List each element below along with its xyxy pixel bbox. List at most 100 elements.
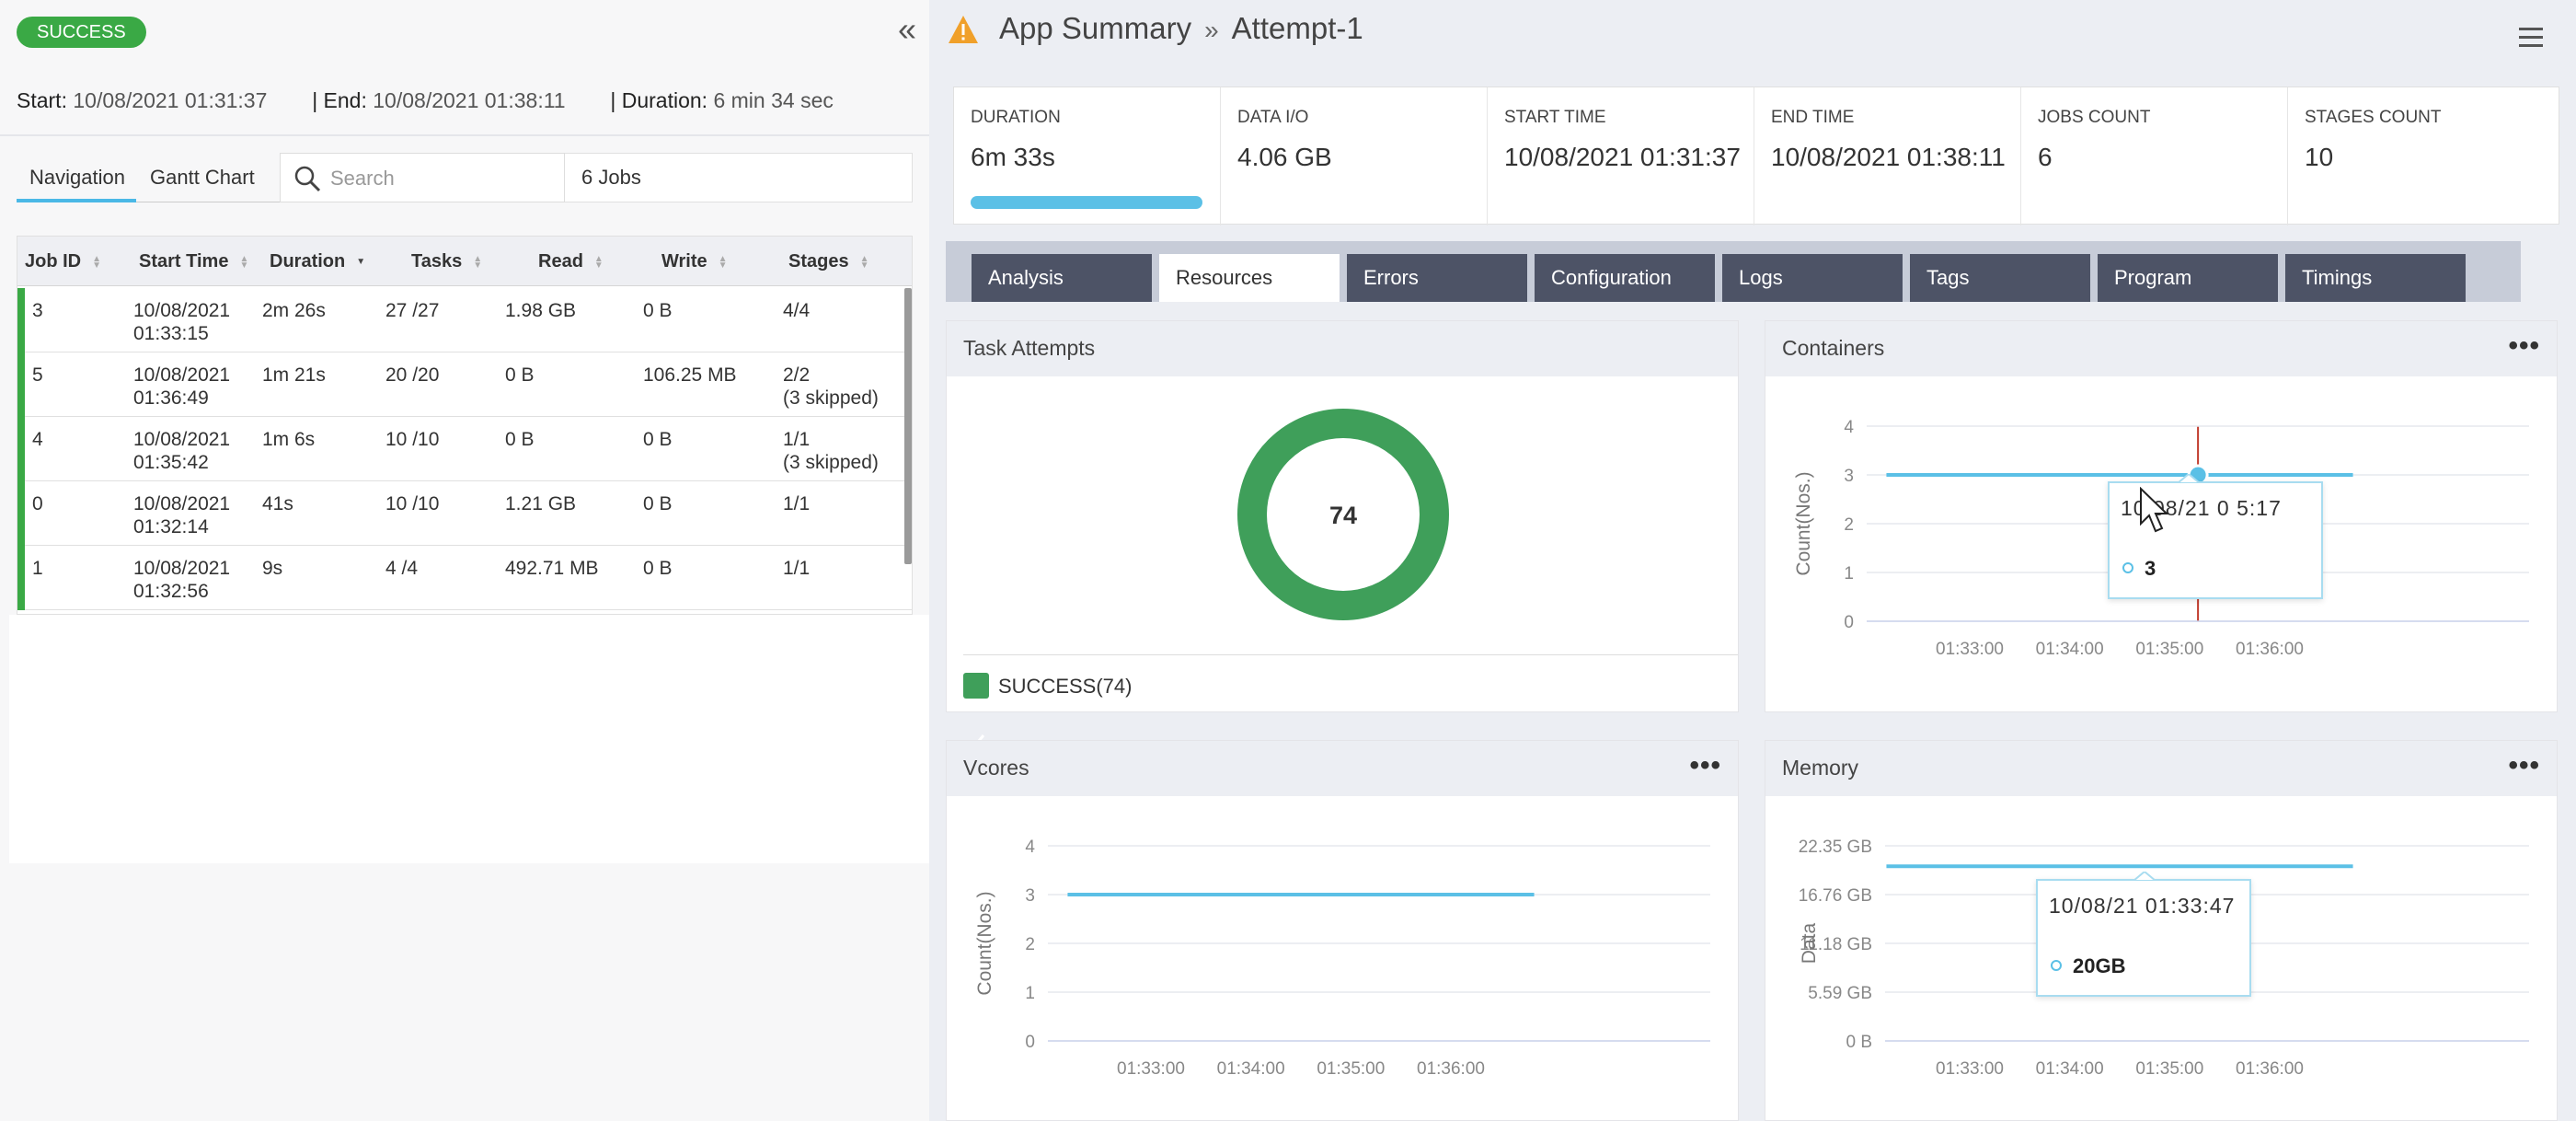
card-title: Vcores bbox=[963, 756, 1029, 780]
jobs-count: 6 Jobs bbox=[565, 153, 913, 202]
write: 0 B bbox=[643, 429, 673, 450]
job-id: 3 bbox=[32, 300, 43, 321]
sort-icon: ▲ ▼ bbox=[859, 253, 869, 271]
tab-analysis[interactable]: Analysis bbox=[972, 254, 1152, 302]
y-tick-label: 5.59 GB bbox=[1808, 984, 1872, 1003]
collapse-panel-icon[interactable]: « bbox=[898, 10, 917, 48]
card-title: Task Attempts bbox=[963, 336, 1096, 360]
col-job-id[interactable]: Job ID ▲ ▼ bbox=[25, 251, 102, 272]
status-bar bbox=[17, 352, 25, 417]
stages: 2/2 (3 skipped) bbox=[783, 364, 879, 409]
table-row[interactable]: 1 10/08/2021 01:32:56 9s 4 /4 492.71 MB 0… bbox=[17, 546, 912, 610]
stages: 1/1 bbox=[783, 493, 811, 514]
write: 0 B bbox=[643, 493, 673, 514]
y-tick-label: 11.18 GB bbox=[1800, 935, 1872, 954]
tab-timings[interactable]: Timings bbox=[2285, 254, 2466, 302]
col-duration[interactable]: Duration ▼ bbox=[270, 251, 366, 272]
vcores-chart: 0 1 2 3 4 01:33:00 01:34:00 01:35:00 01:36:00 Cou… bbox=[974, 838, 1710, 1079]
table-row[interactable]: 3 10/08/2021 01:33:15 2m 26s 27 /27 1.98 … bbox=[17, 288, 912, 352]
stages: 1/1 (3 skipped) bbox=[783, 429, 879, 473]
tab-gantt-chart[interactable]: Gantt Chart bbox=[150, 166, 255, 189]
y-tick-label: 4 bbox=[1844, 418, 1854, 437]
table-row[interactable]: 0 10/08/2021 01:32:14 41s 10 /10 1.21 GB … bbox=[17, 481, 912, 546]
tab-tags[interactable]: Tags bbox=[1910, 254, 2090, 302]
donut-center-value: 74 bbox=[1329, 502, 1357, 529]
stat-label: DURATION bbox=[971, 108, 1061, 127]
tab-configuration[interactable]: Configuration bbox=[1535, 254, 1715, 302]
donut-slice-success bbox=[1237, 409, 1449, 620]
card-header: Task Attempts bbox=[947, 321, 1738, 376]
stat-label: JOBS COUNT bbox=[2038, 108, 2151, 127]
more-options-icon[interactable]: ••• bbox=[2508, 750, 2540, 780]
tab-resources[interactable]: Resources bbox=[1159, 254, 1340, 302]
sort-icon: ▲ ▼ bbox=[239, 253, 249, 271]
end-value: 10/08/2021 01:38:11 bbox=[373, 88, 566, 112]
task-attempts-donut: 74 bbox=[1237, 409, 1449, 620]
search-icon bbox=[294, 166, 321, 192]
sort-icon: ▲ ▼ bbox=[593, 253, 604, 271]
tasks: 27 /27 bbox=[385, 300, 440, 321]
read: 1.21 GB bbox=[505, 493, 577, 514]
y-axis-label: Count(Nos.) bbox=[974, 891, 995, 995]
containers-card: Containers ••• 0 1 2 3 4 01:33:00 01:34:00 01:3… bbox=[1765, 320, 2558, 712]
legend-checkbox[interactable] bbox=[963, 673, 989, 749]
memory-card: Memory ••• 0 B 5.59 GB 11.18 GB 16.76 GB 22.… bbox=[1765, 740, 2558, 1121]
chart-tooltip: 10/08/21 0 5:17 3 bbox=[2108, 481, 2323, 599]
job-list-panel: SUCCESS « Start: 10/08/2021 01:31:37 | E… bbox=[0, 0, 929, 1121]
menu-icon[interactable] bbox=[2519, 28, 2543, 48]
duration-progress-fill bbox=[971, 196, 1202, 209]
stat-value: 10/08/2021 01:38:11 bbox=[1771, 143, 2006, 171]
series-dot-icon bbox=[2122, 562, 2133, 573]
status-bar bbox=[17, 417, 25, 481]
y-tick-label: 2 bbox=[1844, 515, 1854, 535]
x-tick-label: 01:34:00 bbox=[1217, 1059, 1285, 1079]
mouse-cursor-icon bbox=[2140, 487, 2169, 533]
x-tick-label: 01:35:00 bbox=[1317, 1059, 1385, 1079]
col-read[interactable]: Read ▲ ▼ bbox=[538, 251, 604, 272]
x-tick-label: 01:33:00 bbox=[1117, 1059, 1185, 1079]
col-write[interactable]: Write ▲ ▼ bbox=[661, 251, 728, 272]
y-tick-label: 1 bbox=[1025, 984, 1035, 1003]
start-time: 10/08/2021 01:33:15 bbox=[133, 300, 231, 344]
col-tasks[interactable]: Tasks ▲ ▼ bbox=[411, 251, 483, 272]
sort-icon: ▲ ▼ bbox=[718, 253, 728, 271]
duration-label: | Duration: bbox=[610, 88, 708, 112]
tasks: 10 /10 bbox=[385, 429, 440, 450]
status-bar bbox=[17, 288, 25, 352]
more-options-icon[interactable]: ••• bbox=[1689, 750, 1721, 780]
end-label: | End: bbox=[312, 88, 367, 112]
tab-logs[interactable]: Logs bbox=[1722, 254, 1903, 302]
duration: 9s bbox=[262, 558, 283, 579]
table-scrollbar[interactable] bbox=[904, 288, 912, 564]
tooltip-time: 10/08/21 01:33:47 bbox=[2049, 894, 2236, 918]
stat-duration: DURATION 6m 33s bbox=[954, 87, 1221, 225]
y-tick-label: 0 bbox=[1025, 1033, 1035, 1052]
search-input[interactable]: Search bbox=[280, 153, 565, 202]
stat-label: DATA I/O bbox=[1237, 108, 1309, 127]
table-row[interactable]: 4 10/08/2021 01:35:42 1m 6s 10 /10 0 B 0 … bbox=[17, 417, 912, 481]
y-tick-label: 4 bbox=[1025, 838, 1035, 857]
y-tick-label: 2 bbox=[1025, 935, 1035, 954]
more-options-icon[interactable]: ••• bbox=[2508, 330, 2540, 361]
col-start-time[interactable]: Start Time ▲ ▼ bbox=[139, 251, 249, 272]
status-bar bbox=[17, 546, 25, 610]
read: 0 B bbox=[505, 364, 535, 386]
read: 0 B bbox=[505, 429, 535, 450]
start-time: 10/08/2021 01:32:56 bbox=[133, 558, 231, 602]
y-tick-label: 22.35 GB bbox=[1799, 838, 1872, 857]
x-tick-label: 01:33:00 bbox=[1936, 640, 2004, 659]
y-tick-label: 3 bbox=[1844, 467, 1854, 486]
breadcrumb-app[interactable]: App Summary bbox=[999, 11, 1192, 45]
stat-data-io: DATA I/O 4.06 GB bbox=[1221, 87, 1488, 225]
y-tick-label: 16.76 GB bbox=[1799, 886, 1872, 906]
card-title: Containers bbox=[1782, 336, 1885, 360]
tab-errors[interactable]: Errors bbox=[1347, 254, 1527, 302]
sort-icon: ▲ ▼ bbox=[92, 253, 102, 271]
tab-program[interactable]: Program bbox=[2098, 254, 2278, 302]
app-summary-panel: App Summary » Attempt-1 DURATION 6m 33s DA… bbox=[929, 0, 2576, 1121]
col-stages[interactable]: Stages ▲ ▼ bbox=[788, 251, 869, 272]
tab-navigation[interactable]: Navigation bbox=[29, 166, 125, 189]
table-row[interactable]: 5 10/08/2021 01:36:49 1m 21s 20 /20 0 B 1… bbox=[17, 352, 912, 417]
chart-tooltip: 10/08/21 01:33:47 20GB bbox=[2036, 879, 2251, 997]
y-tick-label: 3 bbox=[1025, 886, 1035, 906]
